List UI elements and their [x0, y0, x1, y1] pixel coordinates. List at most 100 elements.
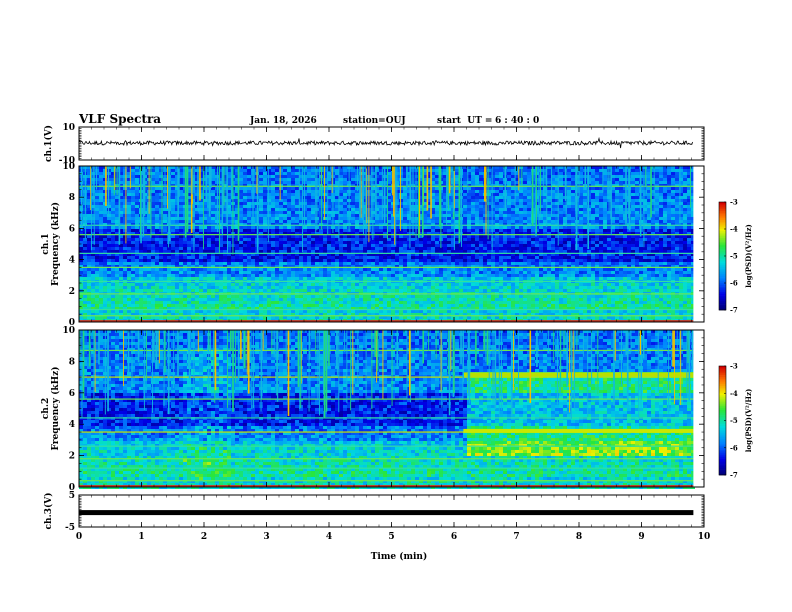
- spectrogram-cell: [371, 241, 375, 244]
- spectrogram-cell: [459, 304, 463, 307]
- spectrogram-cell: [447, 250, 451, 253]
- spectrogram-cell: [379, 232, 383, 235]
- spectrogram-cell: [187, 247, 191, 250]
- spectrogram-cell: [107, 283, 111, 286]
- spectrogram-cell: [307, 310, 311, 313]
- spectrogram-cell: [379, 211, 383, 214]
- spectrogram-cell: [387, 268, 391, 271]
- spectrogram-cell: [423, 310, 427, 313]
- spectrogram-cell: [183, 253, 187, 256]
- spectrogram-cell: [351, 169, 355, 172]
- spectrogram-cell: [259, 211, 263, 214]
- spectrogram-cell: [243, 259, 247, 262]
- spectrogram-cell: [131, 250, 135, 253]
- spectrogram-cell: [415, 169, 419, 172]
- spectrogram-cell: [175, 277, 179, 280]
- spectrogram-cell: [191, 181, 195, 184]
- spectrogram-cell: [195, 169, 199, 172]
- spectrogram-cell: [415, 289, 419, 292]
- spectrogram-cell: [171, 289, 175, 292]
- spectrogram-cell: [175, 310, 179, 313]
- spectrogram-cell: [323, 271, 327, 274]
- spectrogram-cell: [127, 181, 131, 184]
- spectrogram-cell: [351, 286, 355, 289]
- spectrogram-cell: [103, 226, 107, 229]
- spectrogram-cell: [259, 232, 263, 235]
- spectrogram-cell: [335, 223, 339, 226]
- spectrogram-cell: [295, 244, 299, 247]
- spectrogram-cell: [155, 217, 159, 220]
- spectrogram-cell: [227, 313, 231, 316]
- spectrogram-cell: [275, 289, 279, 292]
- spectrogram-cell: [263, 274, 267, 277]
- spectrogram-cell: [135, 289, 139, 292]
- spectrogram-cell: [239, 229, 243, 232]
- spectrogram-cell: [243, 211, 247, 214]
- spectrogram-cell: [423, 232, 427, 235]
- spectrogram-cell: [111, 235, 115, 238]
- spectrogram-cell: [211, 256, 215, 259]
- spectrogram-cell: [291, 268, 295, 271]
- spectrogram-cell: [367, 262, 371, 265]
- spectrogram-cell: [303, 304, 307, 307]
- spectrogram-cell: [411, 265, 415, 268]
- spectrogram-cell: [427, 304, 431, 307]
- spectrogram-cell: [155, 307, 159, 310]
- spectrogram-cell: [175, 220, 179, 223]
- spectrogram-cell: [107, 259, 111, 262]
- spectrogram-cell: [451, 226, 455, 229]
- spectrogram-cell: [395, 286, 399, 289]
- spectrogram-cell: [407, 193, 411, 196]
- spectrogram-cell: [443, 193, 447, 196]
- spectrogram-cell: [219, 289, 223, 292]
- spectrogram-cell: [367, 241, 371, 244]
- spectrogram-cell: [163, 229, 167, 232]
- spectrogram-cell: [407, 310, 411, 313]
- spectrogram-cell: [387, 202, 391, 205]
- spectrogram-cell: [195, 241, 199, 244]
- spectrogram-cell: [147, 274, 151, 277]
- spectrogram-cell: [451, 220, 455, 223]
- spectrogram-cell: [207, 229, 211, 232]
- spectrogram-cell: [355, 277, 359, 280]
- spectrogram-cell: [191, 169, 195, 172]
- spectrogram-cell: [315, 265, 319, 268]
- spectrogram-cell: [187, 313, 191, 316]
- spectrogram-cell: [455, 295, 459, 298]
- spectrogram-cell: [175, 223, 179, 226]
- spectrogram-cell: [151, 214, 155, 217]
- spectrogram-cell: [407, 223, 411, 226]
- spectrogram-cell: [219, 241, 223, 244]
- spectrogram-cell: [95, 298, 99, 301]
- spectrogram-cell: [263, 166, 267, 169]
- spectrogram-cell: [219, 229, 223, 232]
- spectrogram-cell: [151, 166, 155, 169]
- spectrogram-cell: [195, 184, 199, 187]
- spectrogram-cell: [335, 304, 339, 307]
- spectrogram-cell: [91, 268, 95, 271]
- spectrogram-cell: [379, 229, 383, 232]
- spectrogram-cell: [203, 277, 207, 280]
- spectrogram-cell: [271, 256, 275, 259]
- spectrogram-cell: [339, 238, 343, 241]
- spectrogram-cell: [163, 211, 167, 214]
- spectrogram-cell: [307, 202, 311, 205]
- spectrogram-cell: [159, 253, 163, 256]
- spectrogram-cell: [447, 226, 451, 229]
- spectrogram-cell: [443, 274, 447, 277]
- spectrogram-cell: [271, 274, 275, 277]
- spectrogram-cell: [203, 235, 207, 238]
- spectrogram-cell: [199, 283, 203, 286]
- spectrogram-cell: [363, 247, 367, 250]
- spectrogram-cell: [279, 301, 283, 304]
- spectrogram-cell: [415, 310, 419, 313]
- spectrogram-cell: [407, 244, 411, 247]
- spectrogram-cell: [143, 301, 147, 304]
- spectrogram-cell: [159, 268, 163, 271]
- spectrogram-cell: [439, 274, 443, 277]
- spectrogram-cell: [123, 190, 127, 193]
- spectrogram-cell: [327, 289, 331, 292]
- spectrogram-cell: [371, 289, 375, 292]
- spectrogram-cell: [431, 184, 435, 187]
- spectrogram-cell: [283, 259, 287, 262]
